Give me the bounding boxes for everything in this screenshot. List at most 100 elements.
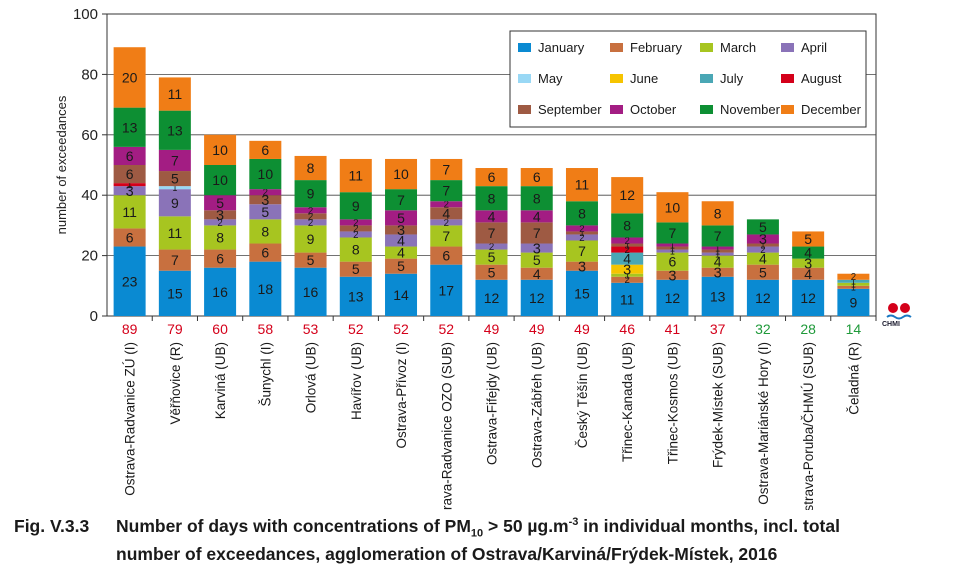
legend-swatch-june <box>610 74 623 83</box>
total-label: 14 <box>846 321 862 337</box>
bar-data-label: 2 <box>308 206 313 217</box>
bar-segment-december <box>611 177 644 214</box>
bar-data-label: 15 <box>574 285 590 301</box>
bar-data-label: 3 <box>804 256 812 272</box>
bar-segment-november <box>656 222 689 244</box>
bar-segment-january <box>837 288 870 316</box>
bar-data-label: 16 <box>303 284 319 300</box>
bar-segment-december <box>113 47 146 108</box>
bar-data-label: 10 <box>212 142 228 158</box>
bar-data-label: 6 <box>488 169 496 185</box>
bar-segment-november <box>565 201 598 226</box>
bar-data-label: 15 <box>167 285 183 301</box>
bar-segment-july <box>611 252 644 265</box>
bar-data-label: 5 <box>759 219 767 235</box>
caption-line2: number of exceedances, agglomeration of … <box>116 544 778 565</box>
bar-segment-december <box>339 158 372 193</box>
bar-data-label: 4 <box>488 208 496 224</box>
bar-segment-february <box>565 261 598 271</box>
bar-data-label: 13 <box>710 288 726 304</box>
bar-segment-september <box>656 246 689 250</box>
bar-segment-april <box>565 234 598 241</box>
legend-label-may: May <box>538 71 563 86</box>
category-label: Čeladná (R) <box>846 342 861 415</box>
bar-data-label: 7 <box>488 225 496 241</box>
bar-segment-march <box>430 225 463 247</box>
chmi-logo-text: CHMI <box>882 321 900 328</box>
bar-data-label: 3 <box>126 184 134 200</box>
bar-segment-february <box>475 264 508 280</box>
legend-label-october: October <box>630 102 677 117</box>
total-label: 52 <box>393 321 409 337</box>
bar-segment-february <box>746 264 779 280</box>
bar-data-label: 4 <box>442 205 450 221</box>
total-label: 37 <box>710 321 726 337</box>
legend-label-december: December <box>801 102 862 117</box>
bar-segment-october <box>113 146 146 165</box>
legend-swatch-may <box>518 74 531 83</box>
bar-segment-september <box>475 222 508 244</box>
bar-data-label: 5 <box>307 252 315 268</box>
total-label: 52 <box>348 321 364 337</box>
bar-data-label: 7 <box>669 225 677 241</box>
category-label: Ostrava-Radvanice OZO (SUB) <box>439 342 454 510</box>
bar-data-label: 1 <box>715 249 720 259</box>
bar-data-label: 4 <box>397 245 405 261</box>
bar-data-label: 12 <box>619 187 635 203</box>
bar-data-label: 11 <box>168 86 183 102</box>
legend-label-january: January <box>538 40 585 55</box>
bar-data-label: 4 <box>397 233 405 249</box>
bar-data-label: 2 <box>489 242 494 253</box>
bar-segment-march <box>520 252 553 268</box>
bar-segment-november <box>113 107 146 147</box>
bar-segment-november <box>339 192 372 220</box>
bar-data-label: 10 <box>212 172 228 188</box>
legend-swatch-october <box>610 105 623 114</box>
bar-data-label: 7 <box>397 192 405 208</box>
bar-segment-april <box>113 186 146 196</box>
bar-data-label: 6 <box>442 248 450 264</box>
bar-segment-october <box>158 149 191 172</box>
bar-segment-february <box>837 285 870 289</box>
bar-segment-february <box>294 252 327 268</box>
bar-data-label: 2 <box>353 218 358 229</box>
bar-data-label: 1 <box>851 283 856 293</box>
bar-segment-april <box>746 246 779 253</box>
bar-segment-october <box>565 225 598 232</box>
bar-segment-january <box>611 282 644 316</box>
bar-data-label: 8 <box>216 230 224 246</box>
category-label: Ostrava-Mariánské Hory (I) <box>756 342 771 505</box>
caption-superscript: -3 <box>568 516 579 528</box>
bar-segment-november <box>430 180 463 202</box>
bar-data-label: 2 <box>625 245 630 256</box>
bar-data-label: 6 <box>126 166 134 182</box>
bar-data-label: 4 <box>759 251 767 267</box>
bar-segment-october <box>520 210 553 223</box>
y-tick-label: 80 <box>81 66 98 83</box>
legend-label-march: March <box>720 40 756 55</box>
bar-segment-february <box>430 246 463 265</box>
bar-segment-february <box>113 228 146 247</box>
bar-data-label: 3 <box>216 208 224 224</box>
legend-swatch-january <box>518 43 531 52</box>
total-label: 46 <box>619 321 635 337</box>
bar-data-label: 11 <box>575 177 590 193</box>
bar-segment-november <box>611 213 644 238</box>
bar-segment-december <box>475 168 508 187</box>
bar-segment-september <box>339 225 372 232</box>
bar-segment-september <box>520 222 553 244</box>
bar-segment-march <box>611 273 644 277</box>
bar-segment-february <box>385 258 418 274</box>
bar-data-label: 1 <box>172 183 177 193</box>
bar-segment-december <box>792 231 825 247</box>
bar-segment-february <box>611 276 644 283</box>
legend-swatch-december <box>781 105 794 114</box>
bar-segment-january <box>158 270 191 316</box>
bar-data-label: 4 <box>714 254 722 270</box>
total-label: 49 <box>484 321 500 337</box>
bar-segment-april <box>520 243 553 253</box>
legend-label-february: February <box>630 40 683 55</box>
bar-data-label: 12 <box>484 290 500 306</box>
caption-subscript: 10 <box>470 527 484 540</box>
category-label: Frýdek-Místek (SUB) <box>711 342 726 468</box>
